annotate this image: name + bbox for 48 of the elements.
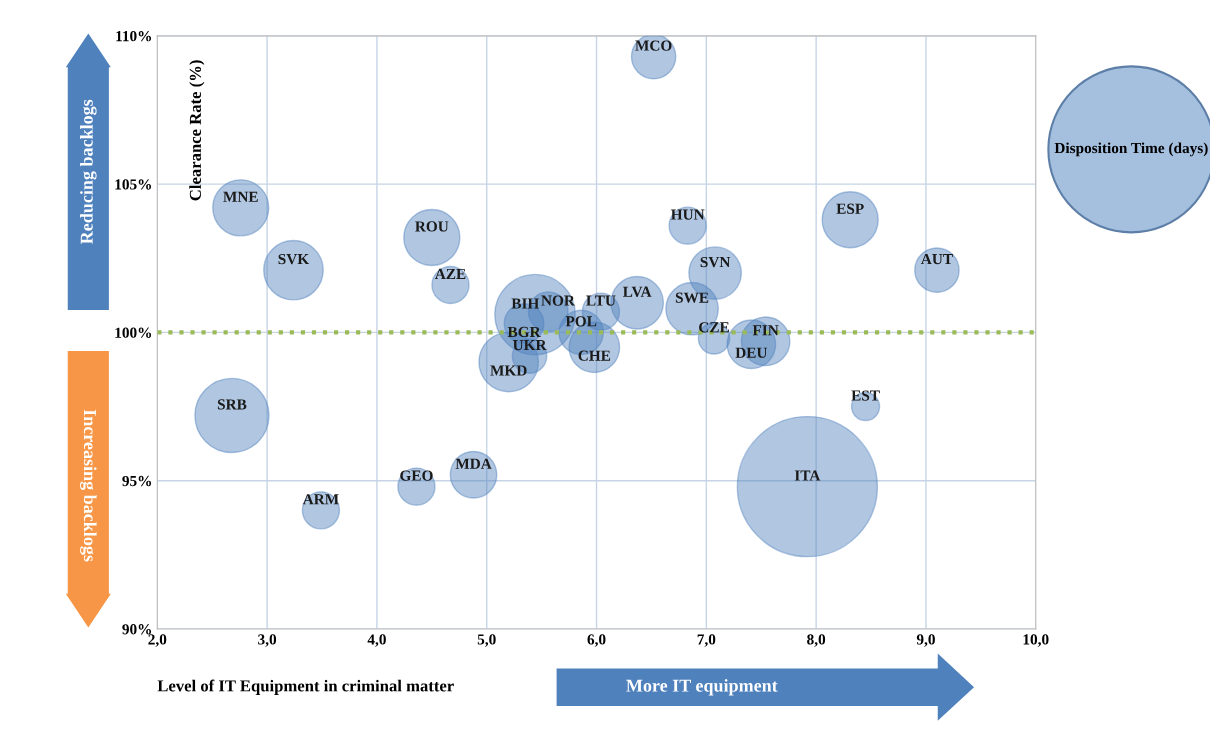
series-label: FIN (752, 325, 779, 336)
series-label: DEU (735, 347, 768, 358)
series-label: SVN (700, 256, 731, 268)
text: Reducing backlogs (80, 99, 97, 244)
y-tick-label: 110% (116, 31, 152, 42)
legend-title: Disposition Time (days) (1054, 142, 1208, 157)
series-label: ARM (302, 494, 339, 505)
series-label: HUN (670, 209, 705, 220)
series-label: ITA (794, 470, 821, 481)
series-label: POL (565, 316, 597, 327)
series-label: LVA (622, 286, 652, 297)
x-axis-title: Level of IT Equipment in criminal matter (157, 679, 454, 695)
series-label: MDA (455, 458, 492, 469)
series-label: MCO (635, 40, 672, 51)
series-label: CHE (578, 350, 611, 361)
series-label: MNE (223, 191, 258, 202)
series-label: SVK (278, 253, 310, 265)
x-tick-label: 6,0 (587, 634, 606, 647)
y-tick-label: 95% (122, 475, 152, 487)
series-label: CZE (699, 322, 729, 333)
series-label: ESP (836, 203, 864, 214)
series-label: LTU (586, 295, 616, 306)
y-tick-label: 100% (115, 327, 152, 338)
series-label: UKR (512, 340, 547, 351)
series-label: SWE (675, 292, 709, 303)
series-label: NOR (541, 295, 576, 306)
x-tick-label: 3,0 (258, 634, 277, 647)
series-label: BIH (511, 298, 540, 309)
x-tick-label: 5,0 (477, 634, 496, 647)
series-label: ROU (415, 221, 449, 232)
series-label: EST (851, 390, 880, 401)
y-axis-title: Clearance Rate (%) (189, 60, 205, 201)
y-tick-label: 105% (115, 179, 152, 190)
x-tick-label: 4,0 (367, 634, 386, 647)
series-label: AUT (920, 254, 953, 265)
series-label: SRB (217, 399, 247, 410)
text: Increasing backlogs (80, 409, 97, 562)
x-tick-label: 2,0 (148, 634, 167, 647)
x-tick-label: 10,0 (1023, 634, 1049, 647)
x-tick-label: 9,0 (916, 634, 935, 647)
x-tick-label: 7,0 (697, 634, 716, 647)
series-label: AZE (434, 268, 466, 279)
series-label: GEO (400, 470, 433, 481)
x-tick-label: 8,0 (807, 634, 826, 647)
series-label: BGR (507, 326, 541, 338)
series-label: MKD (490, 365, 527, 376)
text: More IT equipment (626, 679, 778, 696)
y-tick-label: 90% (122, 624, 152, 635)
